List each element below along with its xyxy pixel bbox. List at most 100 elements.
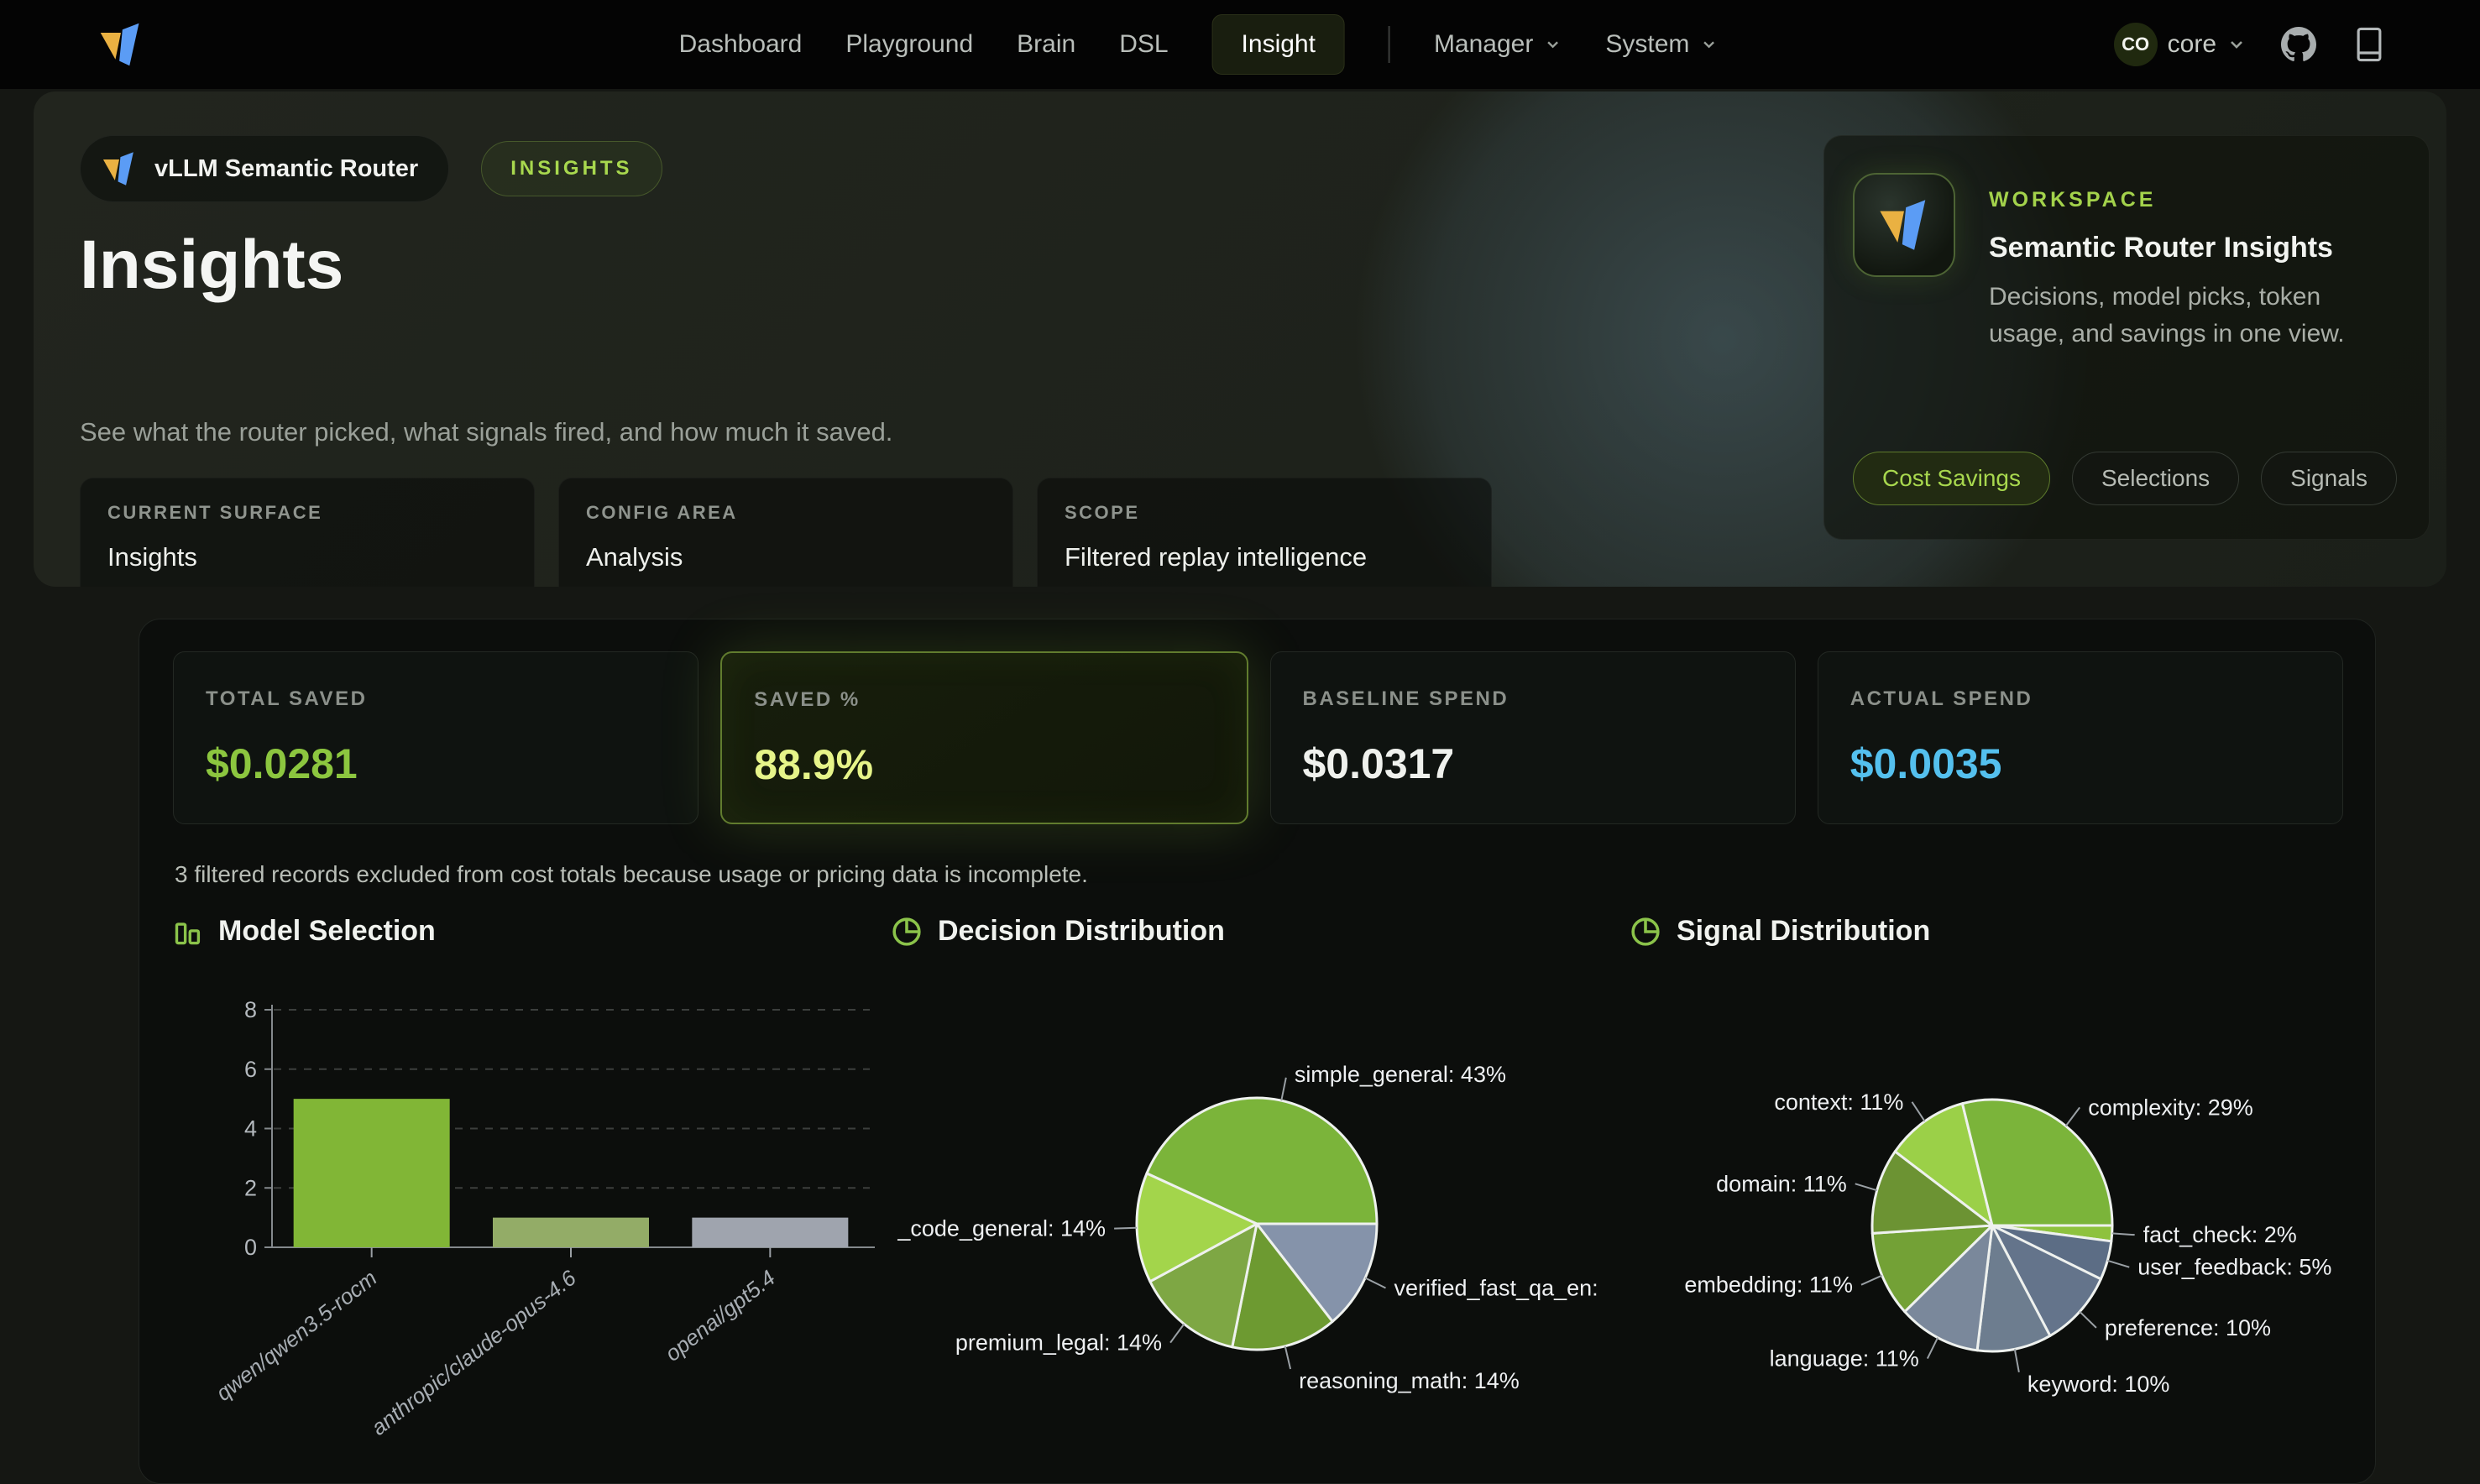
svg-text:qwen/qwen3.5-rocm: qwen/qwen3.5-rocm [211, 1265, 381, 1406]
svg-text:_code_general: 14%: _code_general: 14% [897, 1216, 1106, 1241]
svg-text:complexity: 29%: complexity: 29% [2088, 1095, 2253, 1120]
section-decision-distribution: Decision Distribution [891, 915, 1225, 948]
hero-section: vLLM Semantic Router INSIGHTS Insights S… [34, 91, 2446, 587]
svg-text:fact_check: 2%: fact_check: 2% [2143, 1222, 2297, 1247]
stat-value: 88.9% [754, 741, 874, 788]
svg-text:context: 11%: context: 11% [1774, 1089, 1903, 1115]
svg-text:verified_fast_qa_en: 14%: verified_fast_qa_en: 14% [1394, 1276, 1606, 1301]
avatar[interactable]: CO [2113, 23, 2158, 66]
chevron-down-icon [1703, 41, 1714, 49]
nav-item-playground[interactable]: Playground [845, 30, 974, 58]
insights-tag-badge: INSIGHTS [481, 141, 662, 196]
system-label: System [1605, 30, 1690, 58]
chevron-down-icon [1547, 41, 1558, 49]
vllm-logo-icon[interactable] [97, 20, 144, 69]
app-badge[interactable]: vLLM Semantic Router [80, 135, 450, 202]
info-value: Filtered replay intelligence [1065, 542, 1368, 572]
section-signal-distribution: Signal Distribution [1630, 915, 1930, 948]
vllm-logo-icon [1880, 200, 1926, 250]
section-title: Signal Distribution [1677, 915, 1931, 947]
info-value: Insights [107, 542, 197, 572]
info-label: CONFIG AREA [586, 502, 738, 523]
section-title: Decision Distribution [938, 915, 1225, 947]
workspace-title: Semantic Router Insights [1989, 232, 2333, 264]
nav-dropdown-system[interactable]: System [1605, 30, 1718, 59]
model-selection-chart: 0 2 4 6 8 qwen/qwen3.5-rocm anthropic/claude-o… [173, 991, 888, 1484]
stat-card-baseline-spend: BASELINE SPEND $0.0317 [1269, 651, 1796, 824]
pie-chart-icon [1631, 917, 1660, 946]
svg-text:simple_general: 43%: simple_general: 43% [1295, 1062, 1506, 1087]
stat-value: $0.0035 [1850, 740, 2002, 787]
svg-text:anthropic/claude-opus-4.6: anthropic/claude-opus-4.6 [366, 1265, 581, 1440]
hero-info-cards: CURRENT SURFACE Insights CONFIG AREA Ana… [80, 478, 1492, 587]
top-nav: Dashboard Playground Brain DSL Insight M… [0, 0, 2480, 89]
stat-value: $0.0317 [1302, 740, 1455, 787]
chip-signals[interactable]: Signals [2261, 452, 2397, 505]
stat-card-actual-spend: ACTUAL SPEND $0.0035 [1817, 651, 2343, 824]
nav-dropdown-manager[interactable]: Manager [1434, 30, 1562, 59]
svg-text:0: 0 [244, 1235, 257, 1260]
info-label: CURRENT SURFACE [107, 502, 323, 523]
section-model-selection: Model Selection [173, 915, 436, 948]
section-title: Model Selection [218, 915, 436, 947]
page-subtitle: See what the router picked, what signals… [80, 417, 893, 447]
github-icon [2281, 27, 2316, 61]
page-title: Insights [80, 227, 344, 303]
user-name-label: core [2167, 30, 2216, 58]
chip-cost-savings[interactable]: Cost Savings [1853, 452, 2050, 505]
stat-label: TOTAL SAVED [206, 687, 368, 710]
info-card-scope: SCOPE Filtered replay intelligence [1037, 478, 1492, 587]
workspace-description: Decisions, model picks, token usage, and… [1989, 283, 2345, 347]
workspace-card: WORKSPACE Semantic Router Insights Decis… [1823, 135, 2430, 540]
nav-item-dashboard[interactable]: Dashboard [678, 30, 803, 58]
stat-label: ACTUAL SPEND [1850, 687, 2033, 710]
vllm-logo-icon [102, 152, 133, 186]
info-value: Analysis [586, 542, 683, 572]
svg-text:premium_legal: 14%: premium_legal: 14% [955, 1330, 1162, 1356]
nav-divider [1388, 26, 1390, 63]
stats-row: TOTAL SAVED $0.0281 SAVED % 88.9% BASELI… [173, 651, 2343, 824]
chip-selections[interactable]: Selections [2071, 452, 2240, 505]
svg-text:6: 6 [244, 1057, 257, 1082]
svg-text:2: 2 [244, 1175, 257, 1200]
info-card-config-area: CONFIG AREA Analysis [558, 478, 1013, 587]
nav-user-area: CO core [2113, 0, 2388, 89]
svg-text:domain: 11%: domain: 11% [1716, 1171, 1847, 1196]
signal-distribution-chart: fact_check: 2% user_feedback: 5% preferenc… [1630, 966, 2352, 1484]
book-icon [2357, 27, 2382, 62]
svg-text:4: 4 [244, 1116, 257, 1142]
svg-text:language: 11%: language: 11% [1770, 1346, 1919, 1372]
nav-item-insight[interactable]: Insight [1211, 14, 1345, 75]
svg-text:user_feedback: 5%: user_feedback: 5% [2137, 1255, 2331, 1280]
pie-chart-icon [892, 917, 921, 946]
stat-label: SAVED % [754, 688, 861, 711]
bar-chart-icon [175, 922, 201, 944]
docs-button[interactable] [2351, 26, 2388, 63]
svg-text:8: 8 [244, 997, 257, 1022]
svg-text:embedding: 11%: embedding: 11% [1684, 1272, 1853, 1298]
user-menu[interactable]: CO core [2113, 23, 2247, 66]
stat-value: $0.0281 [206, 740, 358, 787]
nav-item-brain[interactable]: Brain [1017, 30, 1076, 58]
svg-text:reasoning_math: 14%: reasoning_math: 14% [1299, 1368, 1520, 1393]
hero-badges: vLLM Semantic Router INSIGHTS [80, 135, 662, 202]
workspace-logo-tile [1853, 173, 1955, 277]
info-card-current-surface: CURRENT SURFACE Insights [80, 478, 535, 587]
chevron-down-icon [2231, 41, 2242, 49]
decision-distribution-chart: verified_fast_qa_en: 14% reasoning_math: … [891, 966, 1606, 1484]
workspace-chips: Cost Savings Selections Signals [1853, 452, 2397, 505]
app-badge-label: vLLM Semantic Router [154, 154, 419, 182]
stat-card-saved-percent: SAVED % 88.9% [720, 651, 1248, 824]
stat-card-total-saved: TOTAL SAVED $0.0281 [173, 651, 699, 824]
nav-item-dsl[interactable]: DSL [1119, 30, 1169, 58]
svg-text:keyword: 10%: keyword: 10% [2027, 1372, 2170, 1397]
filtered-records-note: 3 filtered records excluded from cost to… [175, 861, 1088, 887]
nav-menu: Dashboard Playground Brain DSL Insight M… [679, 0, 1719, 89]
manager-label: Manager [1433, 30, 1534, 58]
workspace-eyebrow: WORKSPACE [1989, 188, 2157, 212]
svg-text:openai/gpt5.4: openai/gpt5.4 [660, 1265, 780, 1366]
github-button[interactable] [2280, 26, 2317, 63]
stat-label: BASELINE SPEND [1302, 687, 1509, 710]
insights-panel: TOTAL SAVED $0.0281 SAVED % 88.9% BASELI… [139, 619, 2376, 1484]
